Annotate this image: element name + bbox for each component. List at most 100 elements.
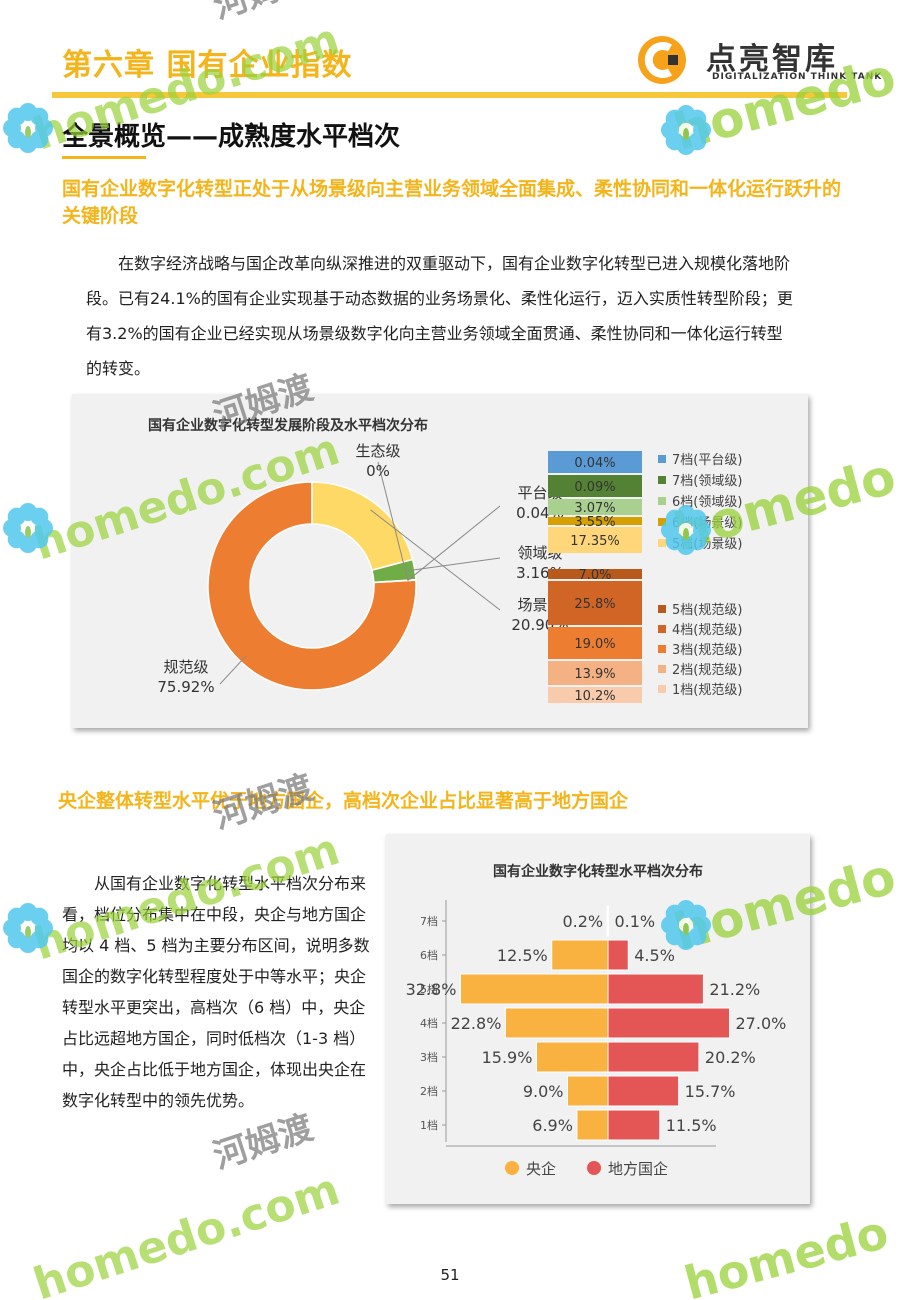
section-title: 全景概览——成熟度水平档次	[62, 122, 401, 152]
section-underline	[62, 156, 146, 159]
bar-central	[551, 939, 609, 971]
stack-label: 25.8%	[574, 597, 615, 612]
tier-distribution-chart: 国有企业数字化转型水平档次分布 7档 0.2% 0.1% 6档 12.5% 4.5% 5档32…	[406, 863, 787, 1178]
donut-slice	[311, 481, 414, 572]
bar-local	[607, 1109, 661, 1141]
legend-swatch	[658, 518, 666, 526]
bar-local	[607, 1075, 680, 1107]
stack-label: 10.2%	[574, 689, 615, 704]
stack-segment	[548, 687, 642, 703]
stack-segment	[548, 627, 642, 659]
chart2-title: 国有企业数字化转型水平档次分布	[493, 863, 703, 880]
bar-local	[607, 1007, 730, 1039]
legend-swatch	[658, 625, 666, 633]
stack-label: 17.35%	[570, 534, 620, 549]
bar-label: 15.7%	[685, 1082, 736, 1101]
logo-name: 点亮智库	[706, 42, 838, 77]
section2-subhead: 央企整体转型水平优于地方国企，高档次企业占比显著高于地方国企	[58, 790, 629, 812]
legend-swatch	[658, 645, 666, 653]
stack-label: 3.55%	[574, 515, 615, 530]
stack-segment	[548, 517, 642, 525]
leader-line	[219, 655, 247, 685]
bar-label: 0.1%	[614, 912, 655, 931]
bar-local	[607, 1041, 700, 1073]
bar-label: 4.5%	[634, 946, 675, 965]
logo-icon	[638, 36, 686, 84]
stack-segment	[548, 527, 642, 553]
stack-label: 7.0%	[578, 568, 611, 583]
flower-icon	[3, 503, 53, 553]
stack-segment	[548, 451, 642, 473]
tick-label: 1档	[420, 1118, 438, 1132]
stack-segment	[548, 569, 642, 579]
stack-label: 19.0%	[574, 637, 615, 652]
bar-central	[504, 1007, 609, 1039]
bar-label: 22.8%	[451, 1014, 502, 1033]
legend-swatch	[658, 476, 666, 484]
legend-label: 地方国企	[608, 1160, 668, 1178]
stack-segment	[548, 475, 642, 497]
page-number: 51	[440, 1266, 460, 1284]
bar-central	[459, 973, 609, 1005]
leader-line	[370, 509, 501, 611]
slice-label: 生态级	[355, 442, 400, 460]
stack-label: 0.09%	[574, 480, 615, 495]
bar-central	[535, 1041, 609, 1073]
legend-swatch	[658, 665, 666, 673]
flower-icon	[3, 103, 53, 153]
stack-label: 0.04%	[574, 456, 615, 471]
legend-swatch	[658, 605, 666, 613]
stack-segment	[548, 661, 642, 685]
legend-label: 1档(规范级)	[672, 683, 742, 698]
bar-label: 20.2%	[705, 1048, 756, 1067]
slice-label: 规范级	[163, 658, 208, 676]
legend-swatch	[505, 1161, 519, 1175]
flower-icon	[3, 903, 53, 953]
legend-label: 5档(规范级)	[672, 603, 742, 618]
legend-label: 6档(场景级)	[672, 516, 742, 531]
tick-label: 7档	[420, 914, 438, 928]
watermark-cn: 河姆渡	[209, 0, 318, 27]
stack-segment	[548, 581, 642, 625]
stack-label: 3.07%	[574, 501, 615, 516]
stack-label: 13.9%	[574, 667, 615, 682]
bar-label: 11.5%	[666, 1116, 717, 1135]
donut-slice	[373, 579, 417, 584]
slice-value: 75.92%	[157, 678, 214, 696]
bar-label: 0.2%	[562, 912, 603, 931]
legend-label: 3档(规范级)	[672, 643, 742, 658]
legend-label: 6档(领域级)	[672, 495, 742, 510]
bar-local	[607, 973, 704, 1005]
bar-label: 32.8%	[406, 980, 457, 999]
bar-local	[607, 939, 629, 971]
stack-segment	[548, 499, 642, 515]
tier-chart-card: 国有企业数字化转型水平档次分布 7档 0.2% 0.1% 6档 12.5% 4.5% 5档 32…	[386, 834, 810, 1204]
bar-label: 27.0%	[736, 1014, 787, 1033]
stage-chart-card: 国有企业数字化转型发展阶段及水平档次分布 规范级 75.92% 场景级 20.90% 领域…	[72, 394, 808, 728]
tick-label: 6档	[420, 948, 438, 962]
bar-central	[567, 1075, 609, 1107]
donut-slice	[207, 481, 417, 691]
bar-label: 9.0%	[523, 1082, 564, 1101]
section-subhead: 国有企业数字化转型正处于从场景级向主营业务领域全面集成、柔性协同和一体化运行跃升…	[62, 178, 842, 227]
watermark-brand: homedo	[679, 1205, 894, 1300]
watermark-cn: 河姆渡	[209, 1108, 318, 1178]
slice-value: 0%	[366, 462, 390, 480]
leader-line	[377, 461, 409, 581]
legend-swatch	[658, 497, 666, 505]
header-rule	[52, 92, 847, 98]
bar-label: 21.2%	[709, 980, 760, 999]
legend-label: 5档(场景级)	[672, 537, 742, 552]
flower-icon	[661, 105, 711, 155]
section2-paragraph: 从国有企业数字化转型水平档次分布来看，档位分布集中在中段，央企与地方国企均以 4…	[62, 874, 370, 1110]
legend-swatch	[658, 685, 666, 693]
bar-label: 12.5%	[497, 946, 548, 965]
legend-swatch	[658, 455, 666, 463]
legend-swatch	[587, 1161, 601, 1175]
chapter-title: 第六章 国有企业指数	[62, 48, 353, 83]
leader-line	[406, 557, 501, 572]
tick-label: 5档	[420, 982, 438, 996]
legend-swatch	[658, 539, 666, 547]
leader-line	[407, 505, 501, 581]
logo-subtitle: DIGITALIZATION THINK TANK	[712, 72, 883, 82]
